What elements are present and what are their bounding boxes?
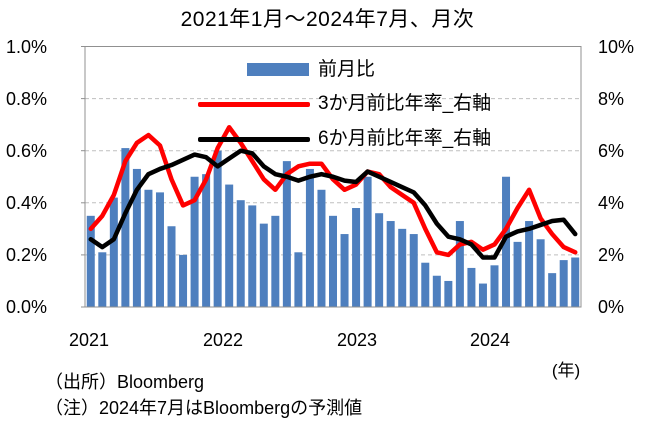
bar <box>155 192 164 307</box>
right-axis-tick-label: 4% <box>598 192 625 213</box>
x-axis-year-label: 2022 <box>202 330 244 350</box>
bar <box>167 226 176 307</box>
bar <box>202 174 211 307</box>
footer-note: （注）2024年7月はBloombergの予測値 <box>45 398 363 418</box>
bar <box>409 234 418 307</box>
legend-bar-swatch <box>247 63 309 76</box>
bar <box>144 189 153 307</box>
line-6m-annualized <box>88 148 578 260</box>
right-axis-tick-label: 2% <box>598 244 625 265</box>
bar <box>98 252 107 307</box>
bar <box>375 213 384 307</box>
bar <box>444 280 453 307</box>
right-axis-tick-label: 6% <box>598 140 625 161</box>
bar <box>248 205 257 307</box>
bar <box>121 148 130 307</box>
bar <box>317 189 326 307</box>
bar <box>86 215 95 307</box>
bar <box>513 241 522 307</box>
x-axis-unit-label: (年) <box>551 361 581 380</box>
legend-label: 6か月前比年率_右軸 <box>318 128 492 149</box>
footer-source: （出所）Bloomberg <box>45 372 205 392</box>
legend-label: 前月比 <box>318 59 376 80</box>
bar <box>225 184 234 307</box>
left-axis-tick-label: 1.0% <box>6 36 48 57</box>
bar <box>363 176 372 307</box>
right-axis-tick-label: 8% <box>598 88 625 109</box>
bar <box>282 161 291 307</box>
legend-line-swatch <box>198 137 310 142</box>
bar <box>109 197 118 307</box>
bar <box>352 208 361 307</box>
bar <box>502 176 511 307</box>
x-axis-year-label: 2023 <box>336 330 378 350</box>
legend-line-swatch <box>198 102 310 107</box>
bar <box>132 168 141 307</box>
bar <box>525 221 534 307</box>
bar <box>490 265 499 307</box>
left-axis-tick-label: 0.8% <box>6 88 48 109</box>
plot-border <box>84 46 582 308</box>
bar <box>559 260 568 307</box>
bar <box>329 215 337 307</box>
bar <box>213 150 222 307</box>
bar <box>536 239 545 307</box>
bar <box>305 168 314 307</box>
bar <box>432 275 441 307</box>
bar <box>398 228 407 307</box>
x-axis-year-label: 2024 <box>469 330 511 350</box>
left-axis-tick-label: 0.0% <box>6 297 48 317</box>
x-axis-year-label: 2021 <box>68 330 110 350</box>
right-axis-tick-label: 0% <box>598 297 625 317</box>
right-axis-tick-label: 10% <box>598 36 635 57</box>
left-axis-tick-label: 0.6% <box>6 140 48 161</box>
bar <box>421 262 430 307</box>
bar <box>294 252 303 307</box>
bar <box>467 267 476 307</box>
left-axis-tick-label: 0.2% <box>6 244 48 265</box>
bar <box>271 215 280 307</box>
bar <box>190 176 199 307</box>
bar <box>478 283 487 307</box>
bar <box>571 257 580 307</box>
bar <box>259 223 268 307</box>
footer: （出所）Bloomberg （注）2024年7月はBloombergの予測値 <box>45 369 362 421</box>
left-axis-tick-label: 0.4% <box>6 192 48 213</box>
bar <box>179 254 188 307</box>
bar <box>236 200 245 307</box>
bar <box>386 221 395 307</box>
chart-title: 2021年1月～2024年7月、月次 <box>180 8 475 31</box>
bar <box>340 234 349 307</box>
bar <box>548 273 557 307</box>
line-3m-annualized <box>88 125 578 258</box>
bar <box>455 221 464 307</box>
legend-label: 3か月前比年率_右軸 <box>318 93 492 114</box>
